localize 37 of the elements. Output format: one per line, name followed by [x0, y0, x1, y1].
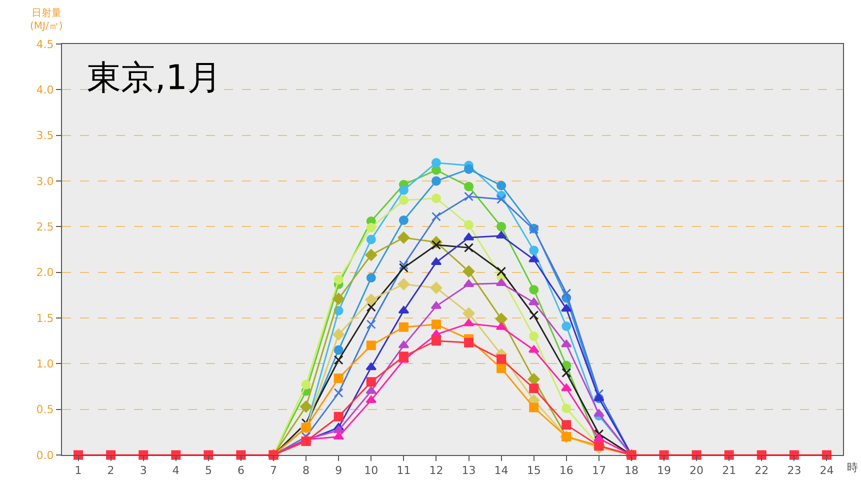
y-tick-label: 4.5 [36, 38, 54, 51]
x-tick-label: 10 [364, 464, 378, 478]
x-tick-label: 12 [429, 464, 444, 478]
x-tick-label: 23 [787, 464, 802, 478]
x-axis-title: 時 [847, 461, 858, 474]
x-tick-label: 7 [270, 464, 278, 478]
y-tick-label: 2.0 [36, 266, 54, 280]
x-tick-label: 24 [820, 464, 834, 478]
x-tick-label: 4 [172, 464, 180, 478]
x-tick-label: 22 [754, 464, 769, 478]
y-tick-label: 1.0 [36, 358, 54, 371]
y-tick-label: 2.5 [36, 220, 54, 234]
x-tick-label: 5 [204, 464, 212, 478]
x-tick-label: 15 [526, 464, 541, 478]
x-tick-label: 16 [559, 464, 574, 478]
x-tick-label: 14 [494, 464, 508, 478]
y-axis-title: 日射量 (MJ/㎡) [30, 7, 63, 32]
y-tick-label: 3.0 [36, 174, 54, 188]
text: 東京,1月 [87, 58, 222, 98]
y-tick-label: 0.5 [36, 403, 54, 416]
x-tick-label: 11 [396, 464, 411, 478]
y-tick-label: 4.0 [36, 84, 54, 97]
x-tick-label: 20 [690, 464, 704, 478]
x-tick-label: 2 [107, 464, 114, 478]
x-tick-label: 3 [140, 464, 147, 478]
x-tick-label: 18 [624, 464, 638, 478]
x-tick-label: 19 [657, 464, 672, 478]
x-tick-label: 9 [335, 464, 342, 478]
y-tick-label: 0.0 [36, 448, 54, 462]
y-tick-label: 1.5 [36, 312, 54, 325]
x-tick-label: 1 [74, 464, 82, 478]
y-tick-label: 3.5 [36, 129, 54, 142]
x-tick-label: 8 [302, 464, 310, 478]
x-tick-label: 13 [462, 464, 476, 478]
x-tick-label: 6 [237, 464, 244, 478]
x-tick-label: 21 [722, 464, 736, 478]
x-tick-label: 17 [592, 464, 606, 478]
